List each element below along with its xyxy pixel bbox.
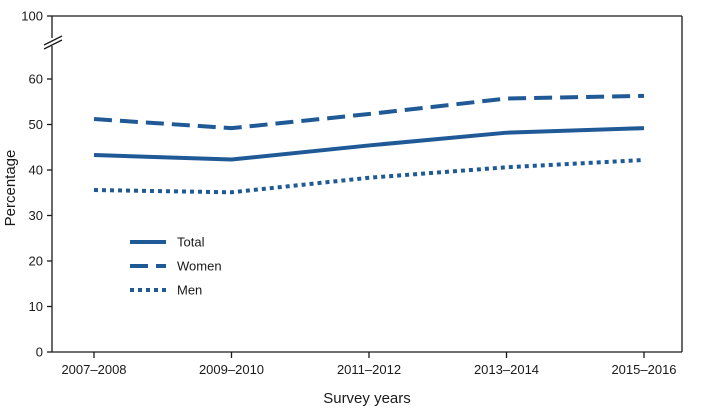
- legend: Total Women Men: [130, 235, 222, 298]
- x-tick-label: 2009–2010: [199, 362, 264, 377]
- y-tick-label: 50: [29, 117, 43, 132]
- axis-break-mark: [43, 39, 63, 50]
- y-axis-title: Percentage: [2, 150, 19, 227]
- y-tick-label: 30: [29, 208, 43, 223]
- axes: [43, 15, 683, 353]
- x-tick-label: 2011–2012: [337, 362, 401, 377]
- series-line-men: [93, 157, 645, 195]
- y-tick-label: 20: [29, 254, 43, 269]
- x-ticks: 2007–2008 2009–2010 2011–2012 2013–2014 2015…: [61, 352, 677, 377]
- legend-label-total: Total: [177, 235, 205, 250]
- axis-break-mark: [43, 35, 63, 46]
- x-tick-label: 2007–2008: [61, 362, 126, 377]
- y-tick-label: 60: [29, 72, 43, 87]
- y-tick-label: 10: [29, 299, 43, 314]
- x-axis-title: Survey years: [323, 390, 411, 407]
- y-tick-label: 40: [29, 163, 43, 178]
- x-tick-label: 2013–2014: [474, 362, 539, 377]
- series-line-women: [93, 93, 645, 131]
- series-line-total: [93, 126, 645, 162]
- series-lines: [93, 93, 645, 195]
- y-tick-label: 0: [36, 345, 43, 360]
- y-tick-label: 100: [21, 9, 43, 24]
- y-ticks: 0 10 20 30 40 50 60 100: [21, 9, 52, 360]
- legend-label-women: Women: [177, 259, 222, 274]
- x-tick-label: 2015–2016: [611, 362, 676, 377]
- legend-label-men: Men: [177, 283, 202, 298]
